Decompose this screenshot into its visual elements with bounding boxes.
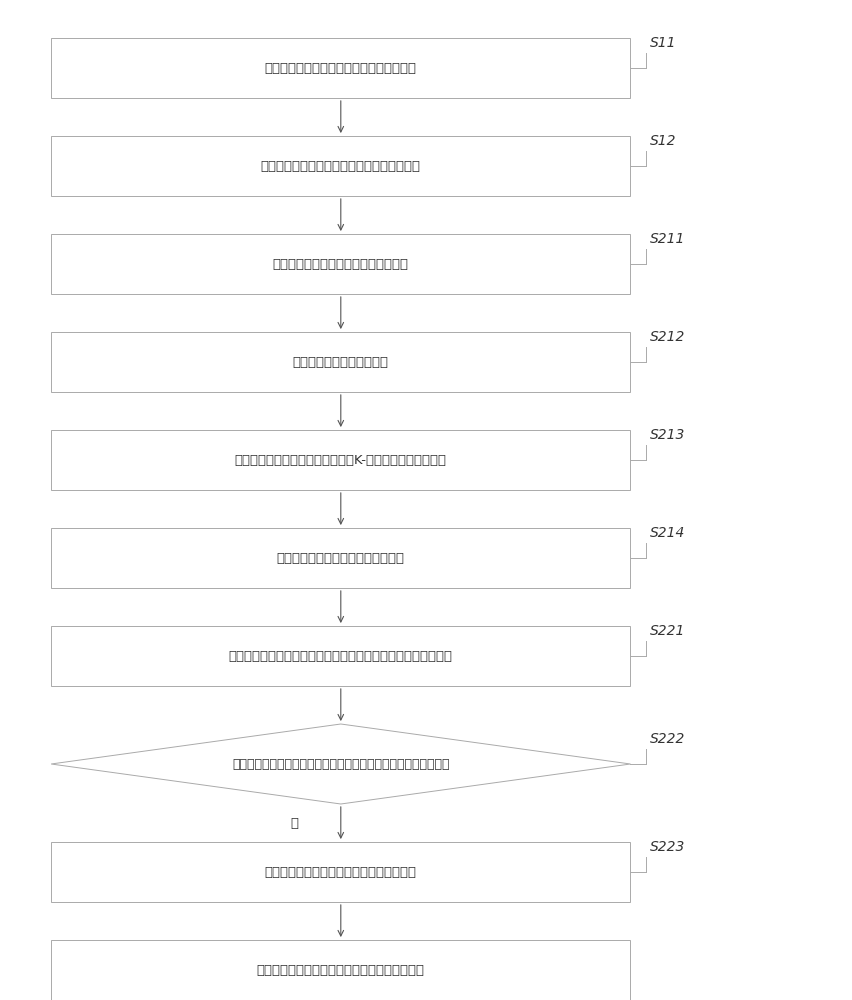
- Text: S11: S11: [650, 36, 676, 50]
- Text: S223: S223: [650, 840, 686, 854]
- Text: S221: S221: [650, 624, 686, 638]
- FancyBboxPatch shape: [51, 842, 630, 902]
- Text: S214: S214: [650, 526, 686, 540]
- Text: 将有预设聚类点云的点，按照预设K-近邻算法进行邻域分割: 将有预设聚类点云的点，按照预设K-近邻算法进行邻域分割: [235, 454, 446, 467]
- Text: 确定点云数据中每个点的预设聚类点云: 确定点云数据中每个点的预设聚类点云: [273, 258, 409, 271]
- Text: 所述邻域内的点云数据为预设路面点云数据: 所述邻域内的点云数据为预设路面点云数据: [265, 866, 417, 879]
- Text: 获取预设路面点云数据对应邻域法向方向的直线: 获取预设路面点云数据对应邻域法向方向的直线: [256, 964, 425, 977]
- FancyBboxPatch shape: [51, 940, 630, 1000]
- Text: S213: S213: [650, 428, 686, 442]
- FancyBboxPatch shape: [51, 430, 630, 490]
- Text: S211: S211: [650, 232, 686, 246]
- FancyBboxPatch shape: [51, 234, 630, 294]
- FancyBboxPatch shape: [51, 38, 630, 98]
- Polygon shape: [51, 724, 630, 804]
- Text: 获取激光雷达对预设扫描范围扫描的点云数据: 获取激光雷达对预设扫描范围扫描的点云数据: [261, 160, 421, 173]
- Text: S212: S212: [650, 330, 686, 344]
- Text: 通过激光雷达持续对预设扫描范围进行扫描: 通过激光雷达持续对预设扫描范围进行扫描: [265, 62, 417, 75]
- Text: 判断分割后的邻域法向方向的直线是否在预设路面法向直线范围内: 判断分割后的邻域法向方向的直线是否在预设路面法向直线范围内: [232, 758, 450, 771]
- Text: 是: 是: [290, 817, 298, 830]
- Text: S222: S222: [650, 732, 686, 746]
- FancyBboxPatch shape: [51, 332, 630, 392]
- FancyBboxPatch shape: [51, 528, 630, 588]
- Text: 滤除没有预设聚类点云的点: 滤除没有预设聚类点云的点: [293, 356, 389, 369]
- Text: 对分割后每个邻域的法向方向做直线: 对分割后每个邻域的法向方向做直线: [277, 552, 405, 565]
- FancyBboxPatch shape: [51, 626, 630, 686]
- Text: 对分割后每个邻域的法向方向的直线进行预设法向差分算法分析: 对分割后每个邻域的法向方向的直线进行预设法向差分算法分析: [229, 650, 452, 663]
- Text: S12: S12: [650, 134, 676, 148]
- FancyBboxPatch shape: [51, 136, 630, 196]
